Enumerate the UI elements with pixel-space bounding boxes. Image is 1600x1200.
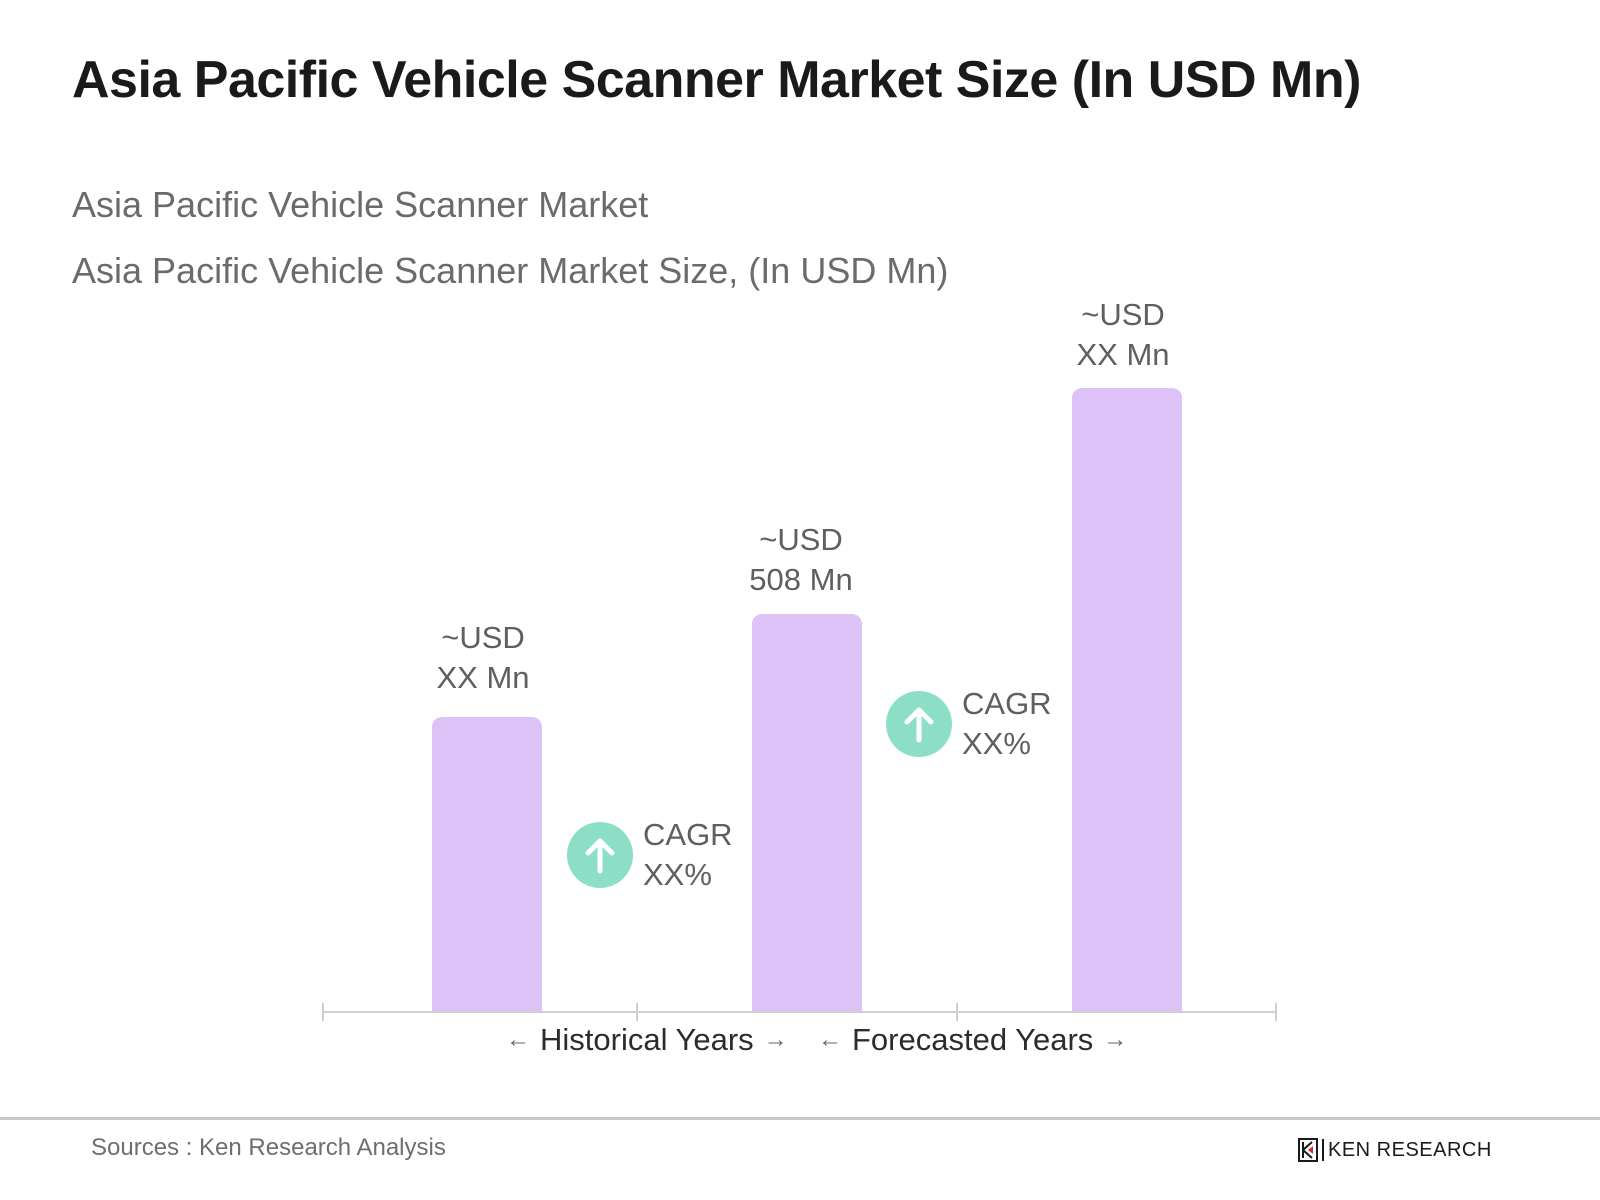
- cagr-forecast-label: CAGR: [962, 686, 1052, 721]
- bar-3-label: ~USD XX Mn: [1033, 295, 1213, 375]
- bar-1-label-line1: ~USD: [441, 620, 525, 655]
- x-axis: [323, 1011, 1277, 1013]
- chart-subtitle: Asia Pacific Vehicle Scanner Market Size…: [72, 250, 949, 291]
- bar-2-label: ~USD 508 Mn: [711, 520, 891, 600]
- market-subtitle: Asia Pacific Vehicle Scanner Market: [72, 184, 649, 225]
- arrow-right-icon: →: [763, 1026, 788, 1053]
- arrow-left-icon: ←: [506, 1026, 530, 1053]
- bar-3-label-line1: ~USD: [1081, 297, 1165, 332]
- axis-tick: [322, 1003, 324, 1021]
- bar-1-label: ~USD XX Mn: [393, 618, 573, 698]
- arrow-left-icon: ←: [818, 1026, 842, 1053]
- bar-2-label-line2: 508 Mn: [749, 562, 853, 597]
- logo-separator: [1322, 1139, 1324, 1161]
- cagr-forecast: CAGR XX%: [886, 684, 1052, 764]
- arrow-up-icon: [886, 691, 952, 757]
- chart-title: Asia Pacific Vehicle Scanner Market Size…: [72, 51, 1361, 109]
- cagr-historical-text: CAGR XX%: [643, 815, 733, 895]
- forecasted-years-text: Forecasted Years: [852, 1022, 1094, 1057]
- historical-years-label: ← Historical Years →: [496, 1022, 798, 1058]
- bar-base-year: [752, 614, 862, 1012]
- axis-tick: [956, 1003, 958, 1021]
- axis-tick: [636, 1003, 638, 1021]
- arrow-up-icon: [567, 822, 633, 888]
- source-note: Sources : Ken Research Analysis: [91, 1134, 446, 1161]
- cagr-historical: CAGR XX%: [567, 815, 733, 895]
- cagr-historical-label: CAGR: [643, 817, 733, 852]
- cagr-forecast-value: XX%: [962, 726, 1031, 761]
- bar-historical: [432, 717, 542, 1012]
- bar-3-label-line2: XX Mn: [1076, 337, 1170, 372]
- historical-years-text: Historical Years: [540, 1022, 754, 1057]
- logo-text: KEN RESEARCH: [1328, 1138, 1492, 1161]
- arrow-right-icon: →: [1103, 1026, 1128, 1053]
- bar-forecast: [1072, 388, 1182, 1012]
- ken-research-logo: KEN RESEARCH: [1298, 1138, 1492, 1162]
- cagr-historical-value: XX%: [643, 857, 712, 892]
- bar-1-label-line2: XX Mn: [436, 660, 530, 695]
- logo-k-icon: [1298, 1138, 1318, 1162]
- cagr-forecast-text: CAGR XX%: [962, 684, 1052, 764]
- forecasted-years-label: ← Forecasted Years →: [808, 1022, 1137, 1058]
- bar-2-label-line1: ~USD: [759, 522, 843, 557]
- footer-divider: [0, 1117, 1600, 1120]
- axis-tick: [1275, 1003, 1277, 1021]
